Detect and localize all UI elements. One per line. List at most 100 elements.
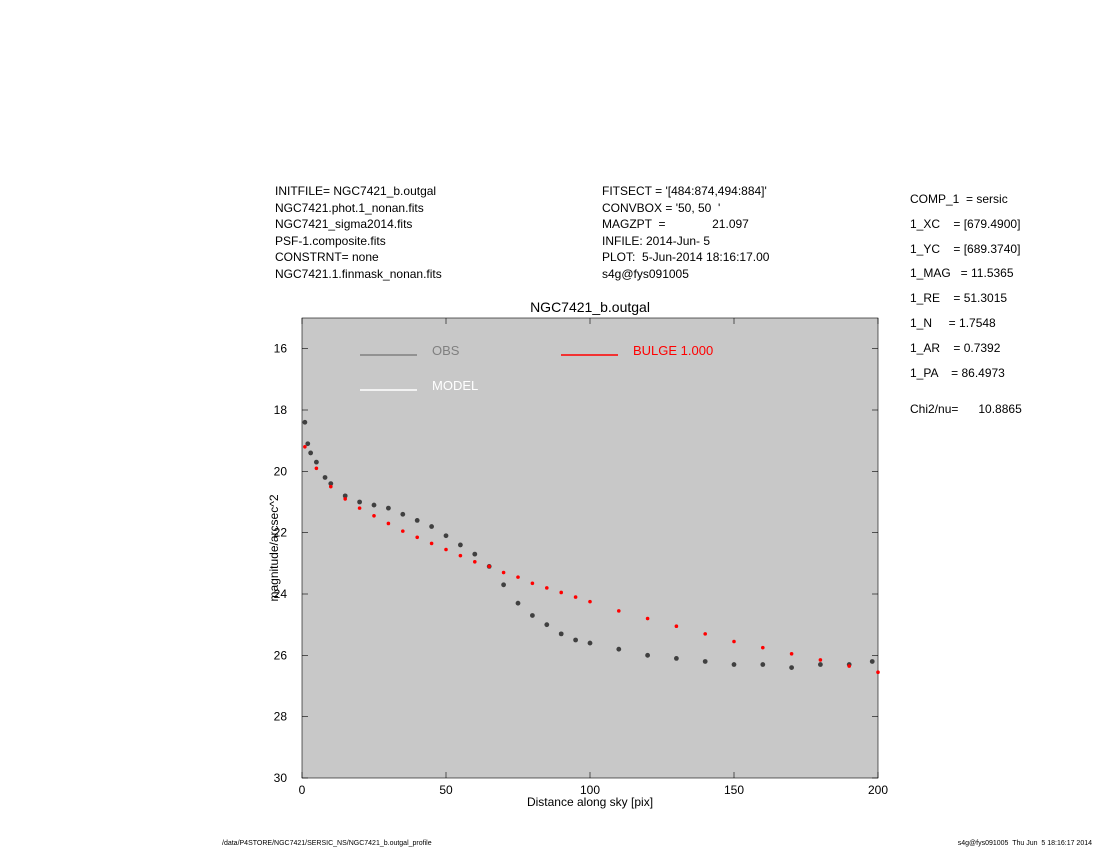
obs-point <box>357 499 362 505</box>
x-tick-label: 50 <box>439 783 453 797</box>
bulge-point <box>343 497 348 501</box>
bulge-point <box>487 564 492 569</box>
x-tick-label: 100 <box>580 783 600 797</box>
footer-timestamp: s4g@fys091005 Thu Jun 5 18:16:17 2014 <box>957 840 1092 847</box>
bulge-point <box>501 570 506 575</box>
axes: 0 50 100 150 200 16 18 20 22 24 26 28 30 Distance alo… <box>267 318 888 809</box>
obs-point <box>443 533 449 539</box>
bulge-point <box>458 553 463 558</box>
obs-point <box>314 459 319 465</box>
y-tick-label: 24 <box>274 587 288 601</box>
obs-point <box>302 419 308 425</box>
obs-point <box>818 662 823 667</box>
bulge-point <box>732 639 736 644</box>
param-line-5: 1_N = 1.7548 <box>910 315 996 330</box>
obs-point <box>530 613 535 618</box>
obs-point <box>760 662 766 667</box>
y-tick-label: 16 <box>274 342 288 356</box>
chi-squared-value: Chi2/nu= 10.8865 <box>910 402 1022 416</box>
obs-point <box>458 542 463 548</box>
info-line-mid-3: INFILE: 2014-Jun- 5 <box>602 233 711 248</box>
plot-area <box>301 317 879 779</box>
obs-point <box>386 505 391 511</box>
obs-point <box>371 502 377 508</box>
obs-point <box>400 511 406 517</box>
bulge-point <box>372 514 376 518</box>
fit-info-middle: FITSECT = '[484:874,494:884]' CONVBOX = '… <box>602 183 769 282</box>
obs-point <box>587 640 593 646</box>
y-axis-title: magnitude/arcsec^2 <box>267 494 281 601</box>
bulge-point <box>617 609 621 613</box>
legend-label: MODEL <box>432 378 478 393</box>
info-line-left-0: INITFILE= NGC7421_b.outgal <box>275 184 437 198</box>
plot-title: NGC7421_b.outgal <box>530 299 650 315</box>
info-line-left-4: CONSTRNT= none <box>275 250 379 264</box>
obs-point <box>674 656 679 661</box>
y-tick-label: 18 <box>274 403 288 417</box>
param-line-4: 1_RE = 51.3015 <box>910 291 1008 306</box>
obs-point <box>308 450 314 456</box>
bulge-point <box>818 658 823 662</box>
bulge-points-group <box>303 445 880 674</box>
obs-point <box>322 475 328 480</box>
param-line-1: 1_XC = [679.4900] <box>910 216 1021 231</box>
obs-point <box>305 441 311 447</box>
obs-point <box>414 518 420 523</box>
bulge-point <box>429 541 434 546</box>
y-tick-label: 20 <box>274 464 288 478</box>
bulge-point <box>444 547 448 552</box>
param-line-0: COMP_1 = sersic <box>910 192 1008 206</box>
bulge-point <box>703 632 707 636</box>
bulge-point <box>545 586 549 590</box>
info-line-left-5: NGC7421.1.finmask_nonan.fits <box>275 266 442 281</box>
footer-path: /data/P4STORE/NGC7421/SERSIC_NS/NGC7421_… <box>222 840 432 847</box>
obs-point <box>731 662 737 667</box>
info-line-mid-5: s4g@fys091005 <box>602 266 689 281</box>
info-line-mid-0: FITSECT = '[484:874,494:884]' <box>602 184 767 198</box>
x-tick-label: 0 <box>299 783 306 797</box>
obs-point <box>789 665 794 670</box>
param-line-2: 1_YC = [689.3740] <box>910 241 1021 256</box>
obs-point <box>515 600 521 606</box>
bulge-point <box>573 595 578 599</box>
bulge-point <box>401 529 405 533</box>
info-line-left-2: NGC7421_sigma2014.fits <box>275 217 413 231</box>
component-parameters: COMP_1 = sersic 1_XC = [679.4900] 1_YC = [… <box>910 191 1020 389</box>
info-line-mid-2: MAGZPT = 21.097 <box>602 217 749 231</box>
param-line-7: 1_PA = 86.4973 <box>910 365 1005 380</box>
obs-point <box>558 631 564 637</box>
legend-label: BULGE 1.000 <box>633 343 713 358</box>
bulge-point <box>645 616 650 621</box>
obs-point <box>501 582 506 588</box>
bulge-point <box>314 466 319 471</box>
x-axis-title: Distance along sky [pix] <box>527 795 653 809</box>
y-tick-label: 26 <box>274 648 288 662</box>
obs-point <box>328 481 334 486</box>
info-line-left-1: NGC7421.phot.1_nonan.fits <box>275 200 424 215</box>
bulge-point <box>559 590 563 595</box>
bulge-point <box>674 624 679 628</box>
bulge-point <box>876 670 880 674</box>
bulge-point <box>530 581 535 586</box>
y-tick-label: 22 <box>274 526 288 540</box>
fit-info-left: INITFILE= NGC7421_b.outgal NGC7421.phot.1… <box>275 183 442 282</box>
bulge-point <box>789 652 794 656</box>
bulge-point <box>329 484 333 489</box>
bulge-point <box>386 521 391 526</box>
bulge-point <box>516 575 520 579</box>
bulge-point <box>415 535 420 540</box>
obs-point <box>544 622 550 628</box>
bulge-point <box>473 560 477 564</box>
bulge-point <box>761 645 765 650</box>
obs-point <box>616 646 622 652</box>
info-line-mid-4: PLOT: 5-Jun-2014 18:16:17.00 <box>602 250 770 264</box>
bulge-point <box>588 599 592 604</box>
obs-point <box>429 524 434 529</box>
y-tick-label: 28 <box>274 710 288 724</box>
info-line-left-3: PSF-1.composite.fits <box>275 233 386 248</box>
info-line-mid-1: CONVBOX = '50, 50 ' <box>602 200 721 215</box>
bulge-point <box>303 445 307 449</box>
x-tick-label: 150 <box>724 783 744 797</box>
obs-point <box>573 637 578 643</box>
